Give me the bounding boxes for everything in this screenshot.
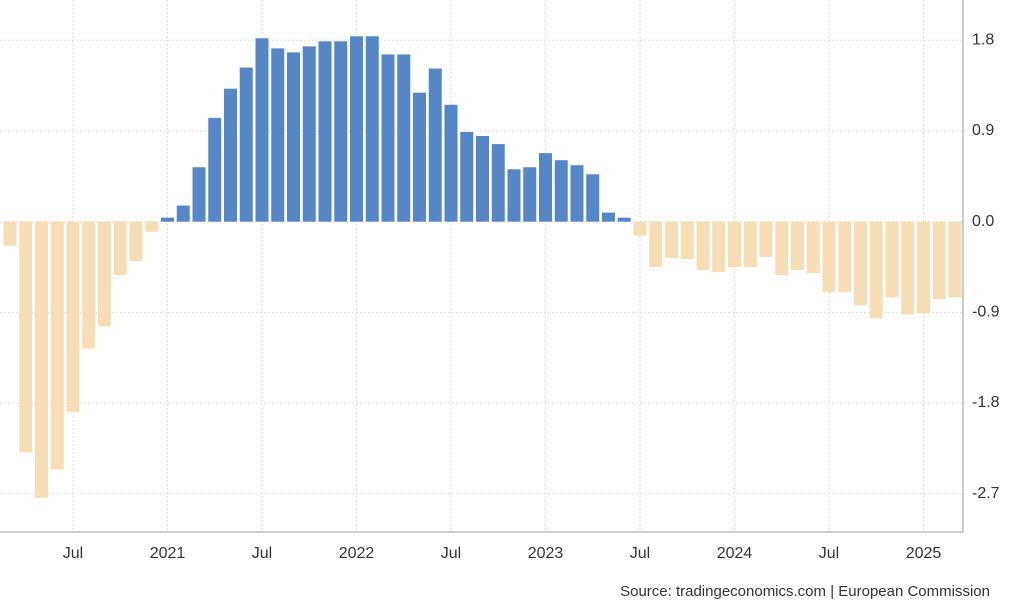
x-tick-label: 2022 bbox=[339, 545, 375, 562]
x-tick-label: 2025 bbox=[906, 545, 942, 562]
y-tick-label: 1.8 bbox=[972, 32, 994, 49]
bar bbox=[759, 221, 773, 257]
x-tick-label: Jul bbox=[252, 545, 272, 562]
bar bbox=[586, 174, 600, 222]
bar bbox=[192, 167, 206, 222]
bar bbox=[287, 52, 300, 222]
bar bbox=[3, 221, 17, 246]
bar bbox=[271, 48, 285, 222]
bar bbox=[428, 68, 442, 222]
bar bbox=[791, 221, 804, 271]
bar bbox=[413, 92, 426, 222]
y-tick-label: 0.9 bbox=[972, 122, 994, 139]
bar bbox=[476, 136, 489, 222]
bar bbox=[523, 167, 537, 222]
bar bbox=[743, 221, 757, 268]
source: Source: tradingeconomics.com | European … bbox=[620, 583, 990, 600]
x-tick-label: Jul bbox=[630, 545, 650, 562]
bar bbox=[350, 36, 363, 222]
bar bbox=[381, 54, 395, 222]
bar bbox=[302, 46, 316, 222]
bar bbox=[554, 160, 568, 222]
bar bbox=[948, 221, 962, 298]
bar bbox=[696, 221, 710, 271]
bar bbox=[66, 221, 80, 413]
x-tick-label: 2024 bbox=[717, 545, 753, 562]
y-tick-label: -0.9 bbox=[972, 304, 1000, 321]
bar bbox=[822, 221, 836, 293]
x-tick-label: Jul bbox=[441, 545, 461, 562]
bar bbox=[775, 221, 789, 276]
y-tick-label: -2.7 bbox=[972, 485, 1000, 502]
bar bbox=[838, 221, 852, 293]
bar bbox=[82, 221, 96, 349]
bar bbox=[239, 67, 253, 222]
bar bbox=[397, 54, 411, 222]
y-tick-label: 0.0 bbox=[972, 213, 994, 230]
x-tick-label: 2021 bbox=[150, 545, 186, 562]
bar bbox=[113, 221, 127, 276]
bar bbox=[617, 217, 631, 222]
bar bbox=[98, 221, 111, 327]
bar bbox=[806, 221, 820, 274]
bar bbox=[728, 221, 741, 268]
bar bbox=[129, 221, 143, 261]
bar bbox=[334, 41, 348, 222]
bar bbox=[507, 169, 521, 222]
bar bbox=[917, 221, 930, 314]
bar bbox=[444, 104, 458, 222]
bar bbox=[19, 221, 33, 453]
bar bbox=[318, 41, 332, 222]
bar bbox=[885, 221, 899, 298]
bar bbox=[161, 217, 174, 222]
bar bbox=[145, 221, 159, 232]
bar bbox=[854, 221, 867, 306]
bar bbox=[901, 221, 915, 315]
bar bbox=[570, 165, 584, 222]
bar bbox=[50, 221, 64, 470]
x-tick-label: Jul bbox=[63, 545, 83, 562]
bar bbox=[35, 221, 48, 498]
bar bbox=[680, 221, 694, 259]
bar bbox=[665, 221, 678, 258]
bar bbox=[224, 88, 237, 222]
bar bbox=[633, 221, 647, 236]
bar bbox=[649, 221, 663, 268]
bar bbox=[539, 153, 552, 222]
bar bbox=[602, 212, 615, 222]
bar bbox=[460, 131, 474, 222]
y-tick-label: -1.8 bbox=[972, 394, 1000, 411]
bar bbox=[208, 117, 222, 222]
bar bbox=[176, 205, 190, 222]
x-tick-label: Jul bbox=[819, 545, 839, 562]
bar bbox=[712, 221, 726, 273]
bar bbox=[365, 36, 379, 222]
bar bbox=[491, 144, 505, 222]
bar bbox=[932, 221, 946, 300]
bar bbox=[255, 38, 269, 222]
x-tick-label: 2023 bbox=[528, 545, 564, 562]
bar bbox=[869, 221, 883, 319]
